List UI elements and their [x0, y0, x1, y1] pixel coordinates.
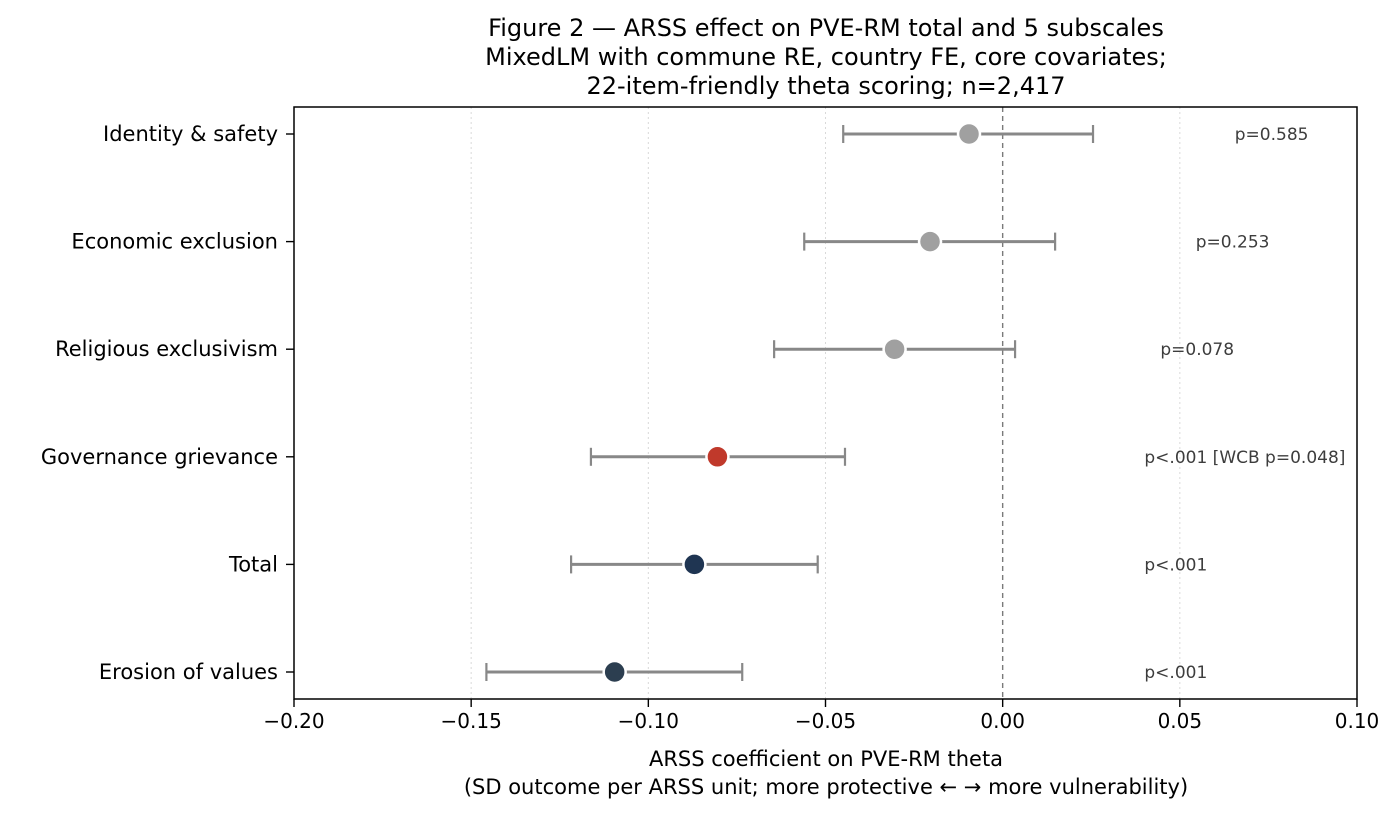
point-estimate: [956, 121, 982, 147]
plot-marks: p=0.585 p=0.253 p=0.078 p<.001 [WCB p=0.048…: [485, 107, 1345, 699]
x-gridlines: [470, 107, 1181, 699]
title-line: Figure 2 — ARSS effect on PVE-RM total a…: [488, 14, 1164, 42]
title-line: 22-item-friendly theta scoring; n=2,417: [586, 72, 1065, 100]
point-estimate: [682, 552, 707, 577]
p-value-label: p=0.253: [1196, 233, 1270, 253]
x-tick-label: 0.10: [1335, 709, 1380, 733]
x-tick-label: −0.10: [618, 709, 679, 733]
x-tick-label: −0.05: [795, 709, 856, 733]
p-value-label: p<.001: [1144, 663, 1207, 683]
x-tick-label: 0.05: [1158, 709, 1203, 733]
y-tick-label: Total: [228, 552, 278, 576]
x-axis-label-line: (SD outcome per ARSS unit; more protecti…: [464, 775, 1188, 799]
p-value-label: p<.001: [1144, 555, 1207, 575]
y-tick-label: Erosion of values: [99, 660, 278, 684]
p-value-label: p=0.585: [1235, 125, 1309, 145]
chart-title: Figure 2 — ARSS effect on PVE-RM total a…: [485, 14, 1167, 100]
y-tick-label: Governance grievance: [41, 445, 278, 469]
x-axis-label-line: ARSS coefficient on PVE-RM theta: [649, 747, 1003, 771]
point-estimate: [602, 659, 627, 685]
x-tick-label: −0.15: [441, 709, 502, 733]
point-estimate: [882, 336, 907, 362]
y-tick-label: Economic exclusion: [71, 230, 278, 254]
point-estimate: [917, 229, 943, 254]
p-value-label: p=0.078: [1160, 340, 1234, 360]
x-tick-label: −0.20: [263, 709, 324, 733]
x-tick-label: 0.00: [980, 709, 1025, 733]
title-line: MixedLM with commune RE, country FE, cor…: [485, 43, 1167, 71]
y-tick-label: Religious exclusivism: [55, 337, 278, 361]
point-estimate: [705, 444, 730, 470]
x-axis-label: ARSS coefficient on PVE-RM theta (SD outc…: [464, 747, 1188, 799]
x-axis: −0.20 −0.15 −0.10 −0.05 0.00 0.05 0.10: [263, 699, 1379, 733]
y-axis: Identity & safety Economic exclusion Relig…: [41, 122, 294, 684]
p-value-label: p<.001 [WCB p=0.048]: [1144, 448, 1345, 468]
y-tick-label: Identity & safety: [103, 122, 278, 146]
